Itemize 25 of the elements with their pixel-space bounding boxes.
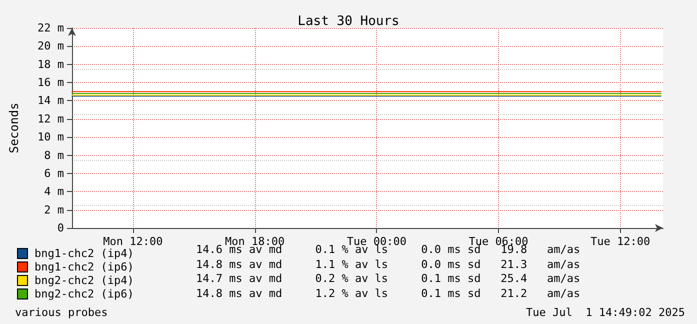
y-tick-label: 2 m [44, 203, 64, 216]
chart-title: Last 30 Hours [298, 14, 400, 29]
y-tick-label: 20 m [38, 40, 64, 53]
text: various probes [15, 306, 108, 319]
legend-label: bng1-chc2 (ip4) [34, 247, 134, 260]
text: Tue Jul 1 14:49:02 2025 [526, 306, 685, 319]
legend-label: bng1-chc2 (ip6) [34, 260, 134, 274]
text: 14.7 ms av md 0.2 % av ls 0.1 ms sd 25.4 am/as [196, 272, 580, 285]
text: 14.8 ms av md 1.1 % av ls 0.0 ms sd 21.3 am/as [196, 258, 580, 270]
y-tick-label: 18 m [38, 58, 64, 71]
y-tick-label: 0 [57, 222, 64, 234]
x-tick-label: Mon 12:00 [103, 235, 163, 248]
y-tick-label: 6 m [44, 166, 64, 180]
y-tick-label: 22 m [38, 22, 64, 34]
x-tick-label: Tue 12:00 [590, 235, 650, 248]
y-tick-label: 4 m [44, 185, 64, 198]
legend-label: bng2-chc2 (ip6) [34, 288, 134, 300]
y-tick-label: 14 m [38, 94, 64, 108]
text: 14.8 ms av md 1.2 % av ls 0.1 ms sd 21.2 am/as [196, 286, 580, 300]
y-tick-label: 10 m [38, 130, 64, 144]
y-tick-label: 16 m [38, 76, 64, 90]
y-tick-label: 8 m [44, 148, 64, 162]
y-axis-title: Seconds [7, 102, 21, 154]
y-tick-label: 12 m [38, 112, 64, 126]
legend-label: bng2-chc2 (ip4) [34, 274, 134, 287]
